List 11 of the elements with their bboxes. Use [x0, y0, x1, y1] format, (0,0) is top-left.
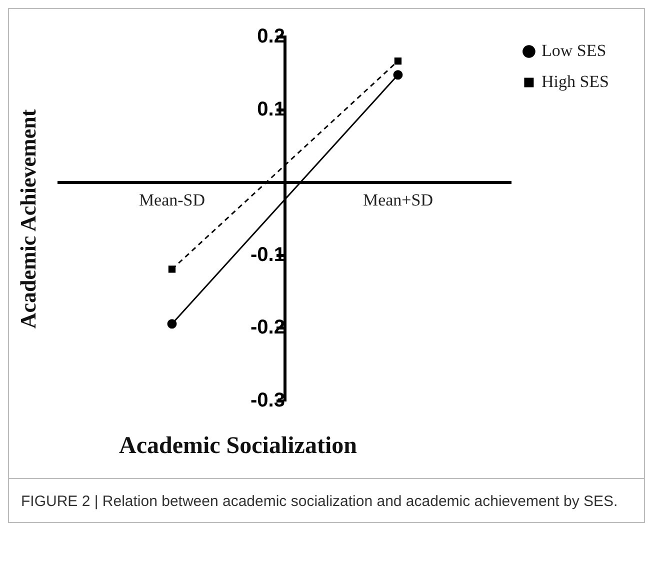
- caption: FIGURE 2 | Relation between academic socialization and academic achievement by SES.: [9, 478, 644, 522]
- point: [393, 70, 403, 80]
- point: [394, 57, 402, 65]
- x-axis-title: Academic Socialization: [118, 433, 358, 460]
- point: [167, 319, 177, 329]
- x-tick-label: Mean+SD: [362, 190, 433, 210]
- y-axis-title: Academic Achievement: [16, 109, 42, 329]
- legend-label: Low SES: [541, 40, 606, 60]
- x-tick-label: Mean-SD: [138, 190, 206, 210]
- point: [168, 266, 176, 273]
- legend-label: High SES: [541, 72, 610, 91]
